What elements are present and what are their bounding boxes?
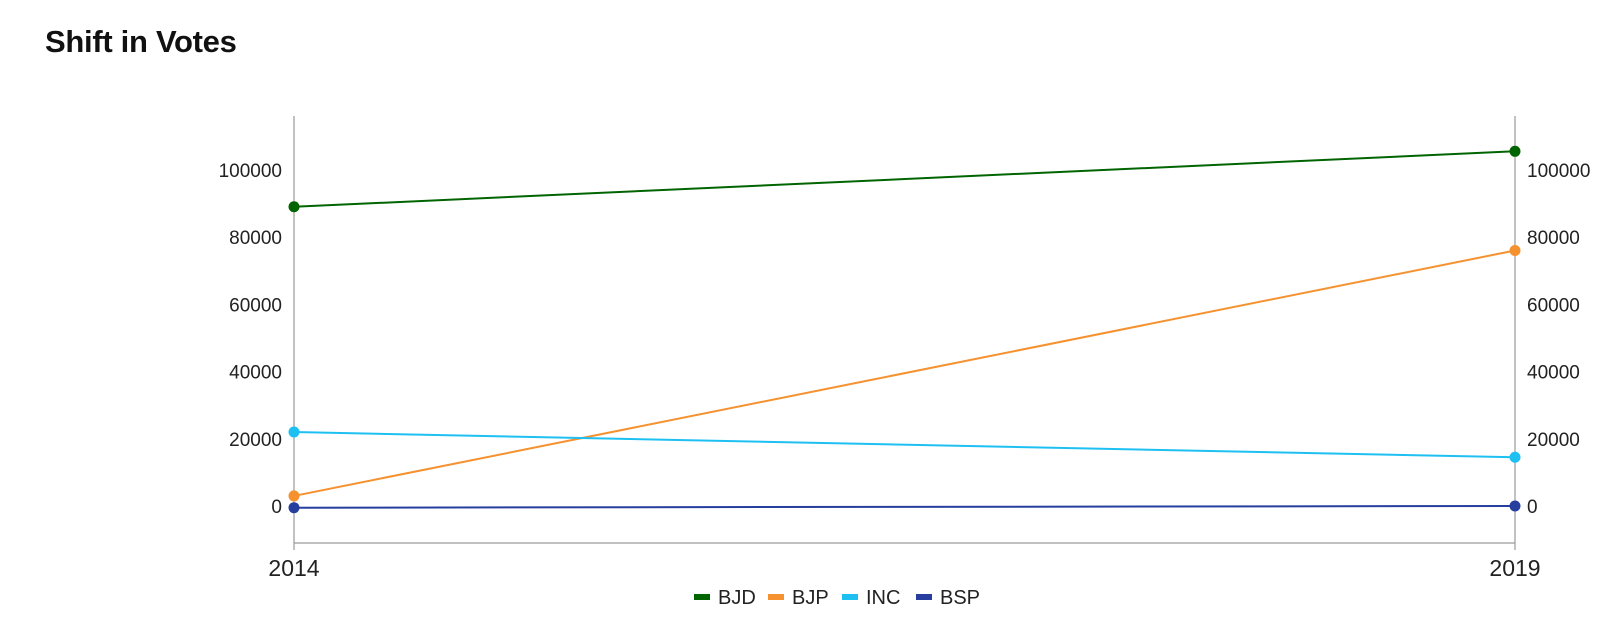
legend-item-bjd: BJD (694, 587, 756, 609)
legend-swatch (694, 594, 710, 600)
legend-label: INC (866, 587, 900, 609)
legend-label: BJD (718, 587, 756, 609)
legend-item-bjp: BJP (768, 587, 829, 609)
series-inc (288, 426, 1521, 463)
data-point-bjd (1509, 145, 1521, 157)
x-tick-label: 2014 (268, 555, 319, 581)
legend-swatch (842, 594, 858, 600)
y-tick-label-right: 40000 (1527, 363, 1580, 384)
series-line-bsp (293, 505, 1516, 509)
legend-item-bsp: BSP (916, 587, 980, 609)
data-point-bsp (1509, 500, 1521, 512)
data-point-bjd (288, 201, 300, 213)
legend-item-inc: INC (842, 587, 900, 609)
series-bsp (288, 500, 1521, 514)
series-lines (288, 145, 1521, 514)
chart-title: Shift in Votes (45, 24, 237, 59)
series-line-inc (293, 431, 1516, 459)
axes: 0 0 20000 20000 40000 40000 60000 60000 80000 800… (219, 116, 1590, 581)
legend-label: BJP (792, 587, 829, 609)
data-point-inc (288, 426, 300, 438)
y-tick-label-left: 60000 (229, 295, 282, 316)
data-point-inc (1509, 451, 1521, 463)
legend-label: BSP (940, 587, 980, 609)
series-bjp (288, 244, 1521, 502)
y-tick-label-right: 20000 (1527, 430, 1580, 451)
y-tick-label-left: 40000 (229, 363, 282, 384)
y-tick-label-left: 20000 (229, 430, 282, 451)
series-line-bjp (293, 249, 1516, 497)
series-line-bjd (293, 150, 1516, 208)
data-point-bjp (1509, 244, 1521, 256)
data-point-bjp (288, 490, 300, 502)
legend-swatch (916, 594, 932, 600)
y-tick-label-left: 0 (271, 497, 282, 518)
legend: BJD BJP INC BSP (694, 587, 980, 609)
y-tick-label-left: 100000 (219, 161, 282, 182)
y-tick-label-right: 0 (1527, 497, 1538, 518)
data-point-bsp (288, 502, 300, 514)
y-tick-label-right: 100000 (1527, 161, 1590, 182)
series-bjd (288, 145, 1521, 213)
x-tick-label: 2019 (1489, 555, 1540, 581)
y-tick-label-left: 80000 (229, 228, 282, 249)
y-tick-label-right: 80000 (1527, 228, 1580, 249)
y-tick-label-right: 60000 (1527, 295, 1580, 316)
legend-swatch (768, 594, 784, 600)
